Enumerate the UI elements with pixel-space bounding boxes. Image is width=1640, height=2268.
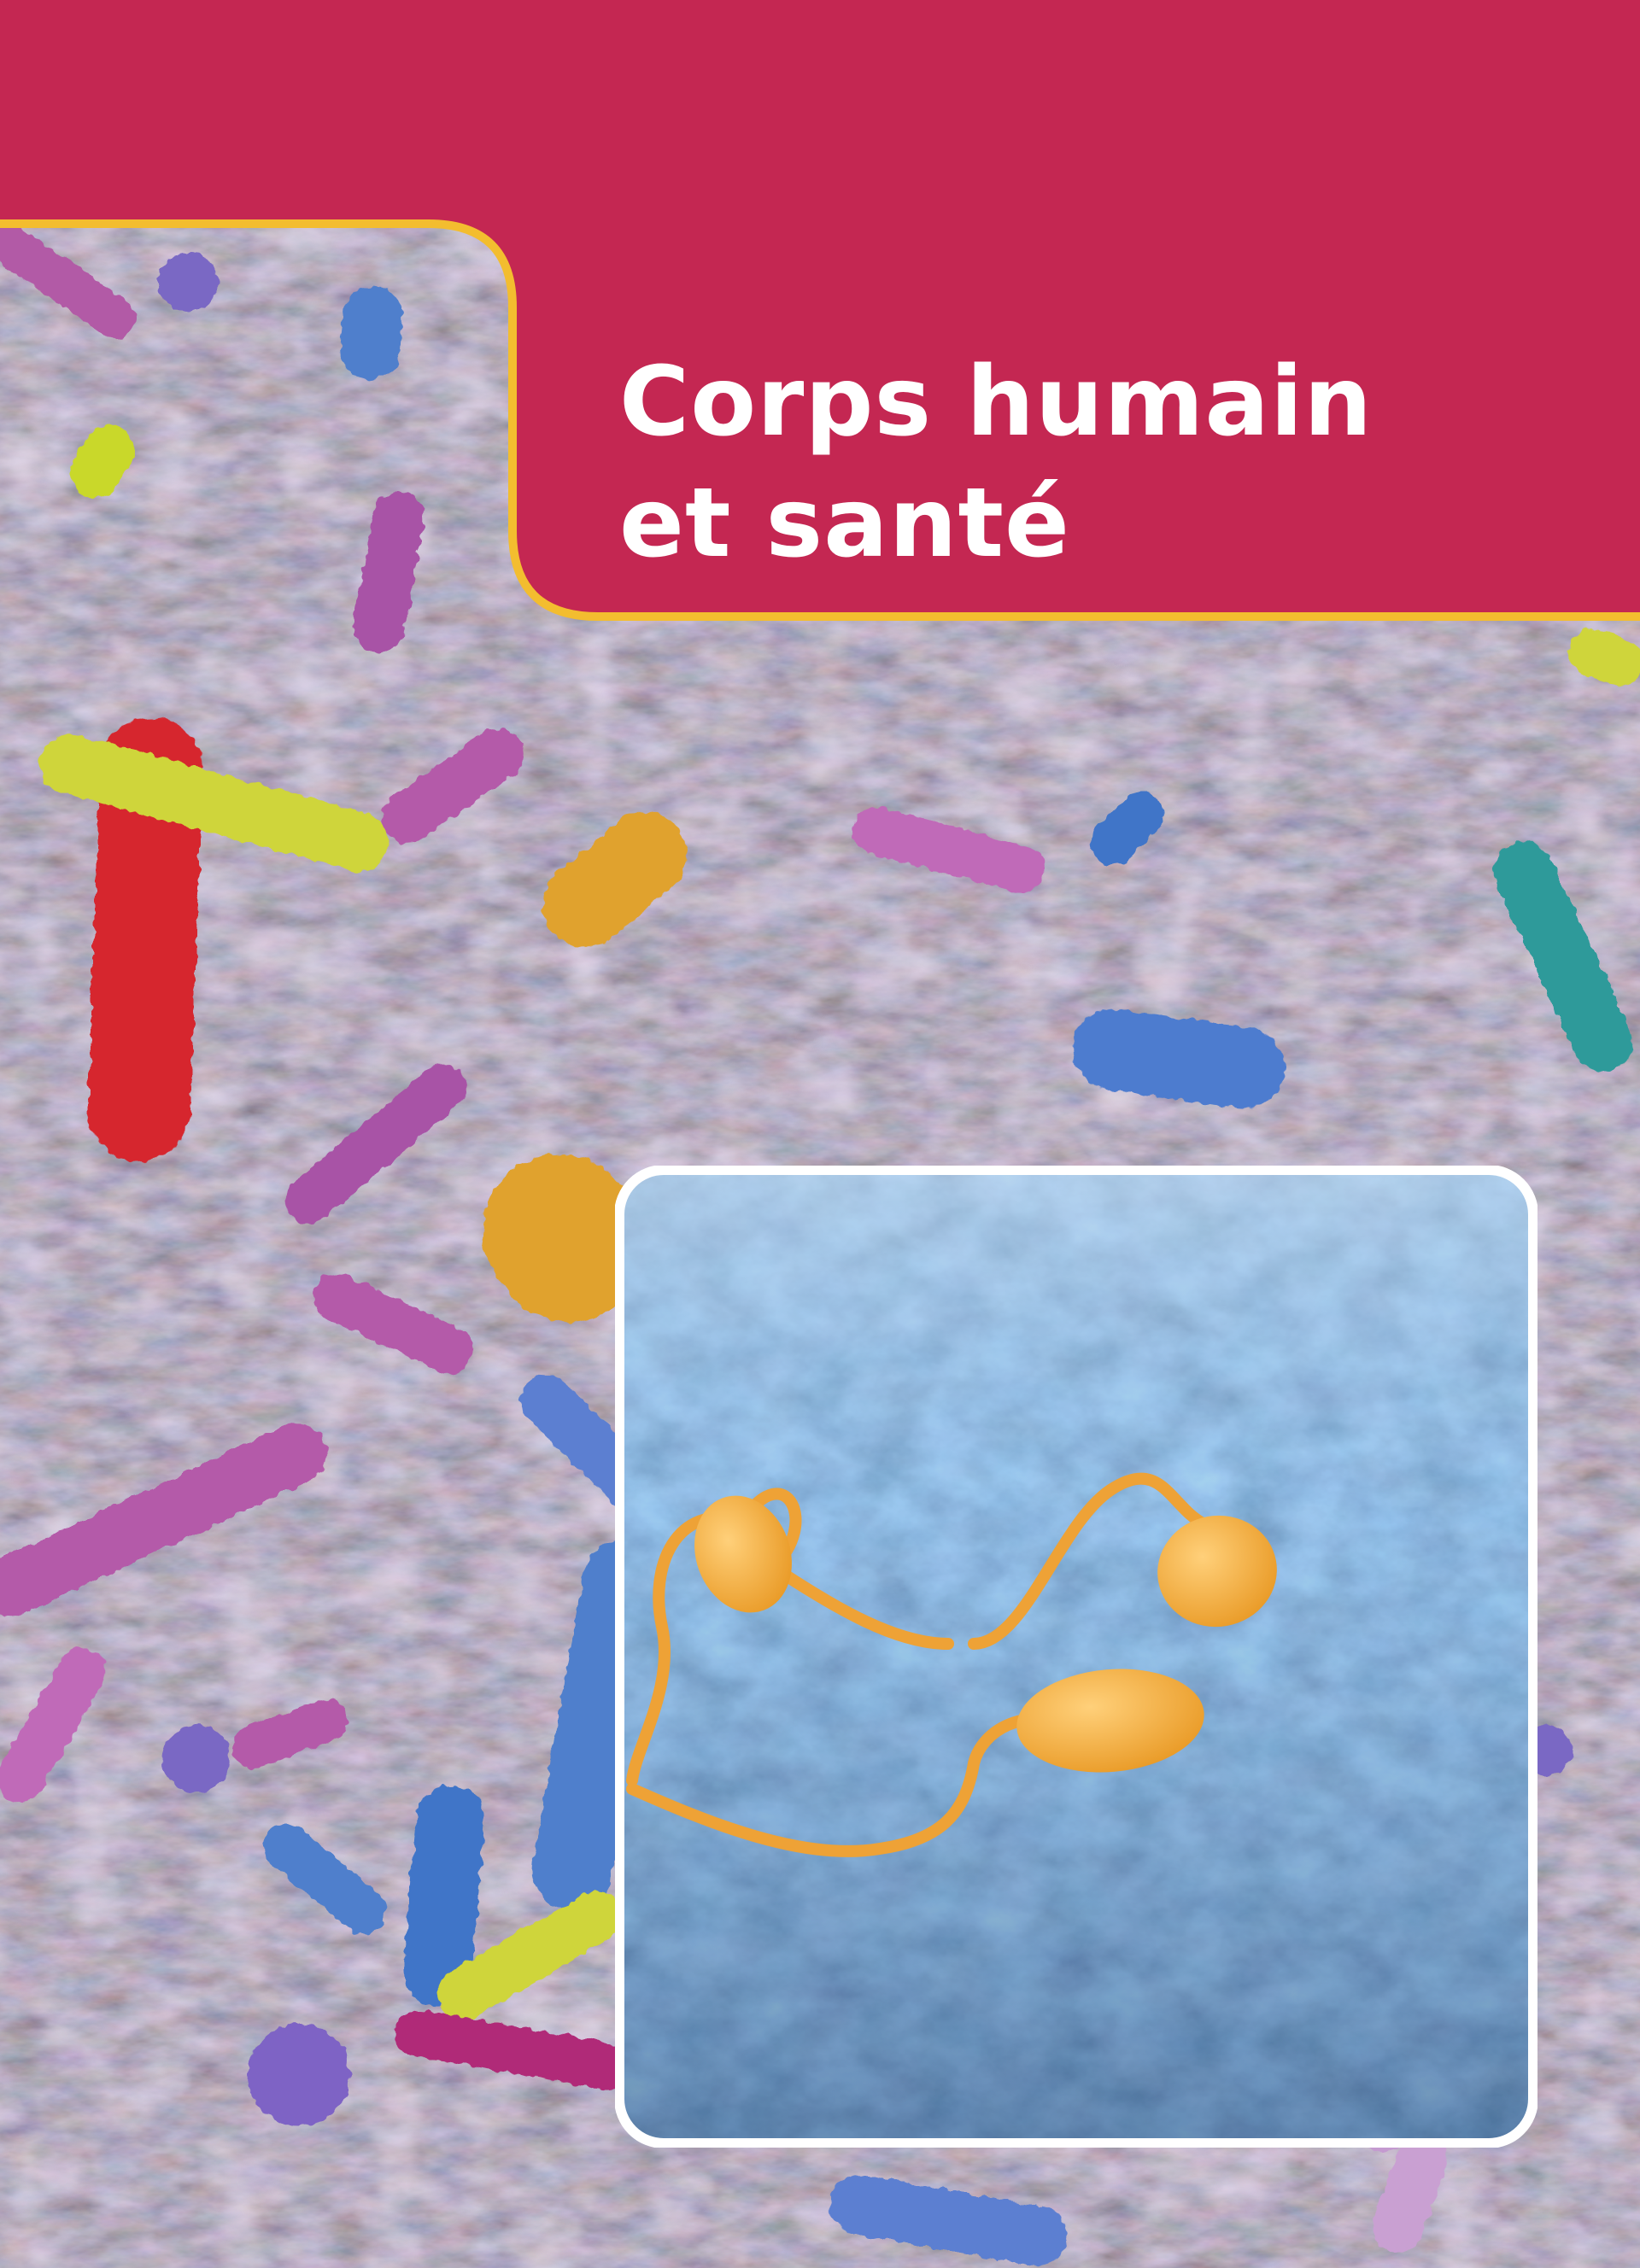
bacterium-shape — [0, 208, 136, 339]
flagellated-cells — [626, 1472, 1277, 1857]
bacterium-shape — [353, 491, 425, 653]
bacterium-shape — [403, 1785, 485, 2007]
bacterium-shape — [284, 1064, 467, 1225]
title-banner — [0, 0, 1640, 621]
title-line-1: Corps humain — [619, 347, 1374, 458]
bacterium-shape — [394, 2008, 631, 2090]
bacterium-shape — [437, 1891, 622, 2020]
bacterium-shape — [1072, 1008, 1286, 1109]
bacterium-shape — [1372, 2136, 1447, 2253]
coccus-shape — [162, 1725, 231, 1793]
inset-micrograph-image — [615, 1166, 1538, 2148]
bacterium-shape — [482, 1154, 646, 1323]
bacterium-shape — [70, 424, 135, 498]
bacterium-shape — [1091, 792, 1164, 865]
bacterium-shape — [852, 806, 1045, 893]
title-line-2: et santé — [619, 468, 1070, 579]
bacterium-shape — [1493, 841, 1633, 1072]
bacterium-shape — [829, 2174, 1067, 2266]
bacterium-shape — [0, 1647, 106, 1803]
bacterium-shape — [38, 734, 389, 872]
bacterium-shape — [1568, 628, 1640, 687]
bacterium-shape — [381, 728, 524, 844]
coccus-shape — [158, 252, 218, 312]
bacterium-shape — [88, 717, 202, 1161]
bacterium-shape — [232, 1698, 348, 1768]
bacterium-shape — [263, 1823, 386, 1934]
bacterium-shape — [313, 1273, 473, 1374]
bacterium-shape — [542, 812, 688, 947]
coccus-shape — [248, 2024, 350, 2126]
cover-title: Corps humain et santé — [619, 342, 1559, 584]
bacterium-shape — [340, 286, 403, 380]
bacterium-shape — [0, 1423, 327, 1617]
